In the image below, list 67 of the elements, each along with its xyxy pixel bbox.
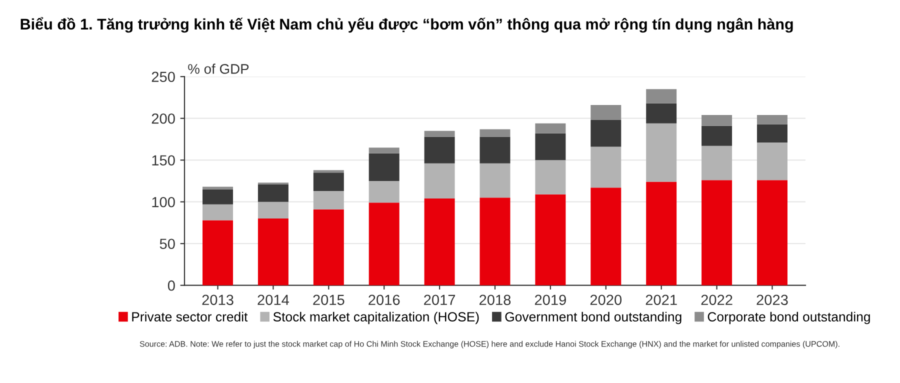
x-tick-label: 2021 (646, 294, 677, 306)
legend-label: Stock market capitalization (HOSE) (273, 312, 479, 324)
bar (258, 184, 288, 202)
bar (313, 170, 344, 173)
y-tick-label: 150 (152, 155, 175, 166)
bar (535, 194, 566, 286)
bar (480, 198, 510, 286)
source-note: Source: ADB. Note: We refer to just the stock market cap of Ho Chi Minh Stock Exchange (HOSE) here and exclude Hanoi Stock Exchange (HNX) and the market for unlisted companies (UPCOM). (140, 340, 840, 348)
x-tick-label: 2019 (534, 294, 566, 306)
bar (368, 180, 400, 203)
bar (313, 172, 344, 191)
bar (480, 136, 510, 164)
y-tick-label: 50 (160, 238, 175, 250)
bar (590, 104, 622, 120)
bar (756, 142, 788, 180)
y-axis-title: % of GDP (188, 64, 249, 74)
bar (756, 124, 788, 143)
bar (368, 148, 400, 154)
legend-label: Private sector credit (132, 312, 248, 322)
y-tick-label: 0 (168, 280, 175, 291)
bar (258, 202, 288, 219)
bar (424, 136, 455, 164)
bar (202, 189, 234, 204)
y-tick-label: 100 (152, 196, 175, 208)
bar (646, 89, 677, 104)
bar (702, 126, 732, 146)
bar (424, 163, 455, 198)
bar (535, 160, 566, 194)
x-tick-label: 2013 (202, 294, 234, 306)
x-tick-label: 2020 (590, 294, 622, 306)
bar (480, 163, 510, 198)
bar (202, 204, 234, 220)
bar (590, 188, 622, 286)
bar (258, 218, 288, 286)
bar (313, 209, 344, 286)
chart-title: Biểu đồ 1. Tăng trưởng kinh tế Việt Nam chủ yếu được “bơm vốn” thông qua mở rộng tín dụng ngân hàng (20, 17, 793, 33)
bar (702, 180, 732, 286)
bar (646, 103, 677, 124)
bar (756, 115, 788, 124)
bar (702, 146, 732, 180)
bar (480, 129, 510, 137)
x-tick-label: 2023 (756, 294, 788, 306)
bar (202, 186, 234, 190)
bar (646, 123, 677, 182)
y-tick-label: 250 (152, 72, 175, 82)
y-tick-label: 200 (152, 113, 175, 124)
bar (756, 180, 788, 286)
x-tick-label: 2015 (313, 294, 344, 306)
bar (702, 115, 732, 126)
bar (590, 146, 622, 188)
bar (424, 198, 455, 286)
x-tick-label: 2014 (258, 294, 290, 306)
x-tick-label: 2017 (424, 294, 456, 306)
x-tick-label: 2016 (368, 294, 400, 306)
x-tick-label: 2022 (701, 294, 732, 306)
bar (368, 153, 400, 181)
bar (590, 120, 622, 147)
legend-label: Government bond outstanding (505, 312, 682, 324)
bar (535, 123, 566, 134)
bar (646, 182, 677, 286)
bar (368, 202, 400, 286)
bar (535, 133, 566, 160)
bar (202, 220, 234, 286)
bar (424, 130, 455, 137)
x-tick-label: 2018 (480, 294, 511, 306)
bar (313, 190, 344, 210)
legend-label: Corporate bond outstanding (708, 312, 870, 324)
